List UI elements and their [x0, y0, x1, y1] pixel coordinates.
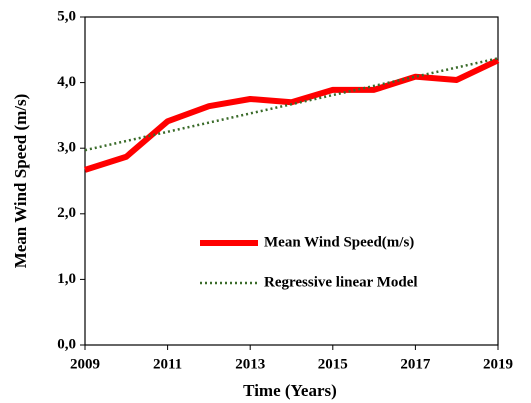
y-tick-label: 0,0	[57, 336, 76, 352]
y-tick-label: 5,0	[57, 8, 76, 24]
legend-label: Mean Wind Speed(m/s)	[264, 234, 414, 250]
legend-label: Regressive linear Model	[264, 274, 418, 290]
x-tick-label: 2013	[235, 356, 265, 372]
x-axis-title: Time (Years)	[243, 381, 337, 400]
x-tick-label: 2019	[483, 356, 513, 372]
series-line	[84, 57, 499, 152]
plot-frame	[84, 16, 499, 346]
series-line	[84, 57, 500, 173]
x-tick-label: 2009	[70, 356, 100, 372]
y-tick-label: 3,0	[57, 140, 76, 156]
y-tick-label: 4,0	[57, 74, 76, 90]
x-tick-label: 2017	[400, 356, 431, 372]
y-tick-label: 1,0	[57, 271, 76, 287]
y-axis-title: Mean Wind Speed (m/s)	[11, 94, 30, 269]
x-tick-label: 2011	[153, 356, 182, 372]
x-tick-label: 2015	[318, 356, 348, 372]
y-tick-label: 2,0	[57, 205, 76, 221]
